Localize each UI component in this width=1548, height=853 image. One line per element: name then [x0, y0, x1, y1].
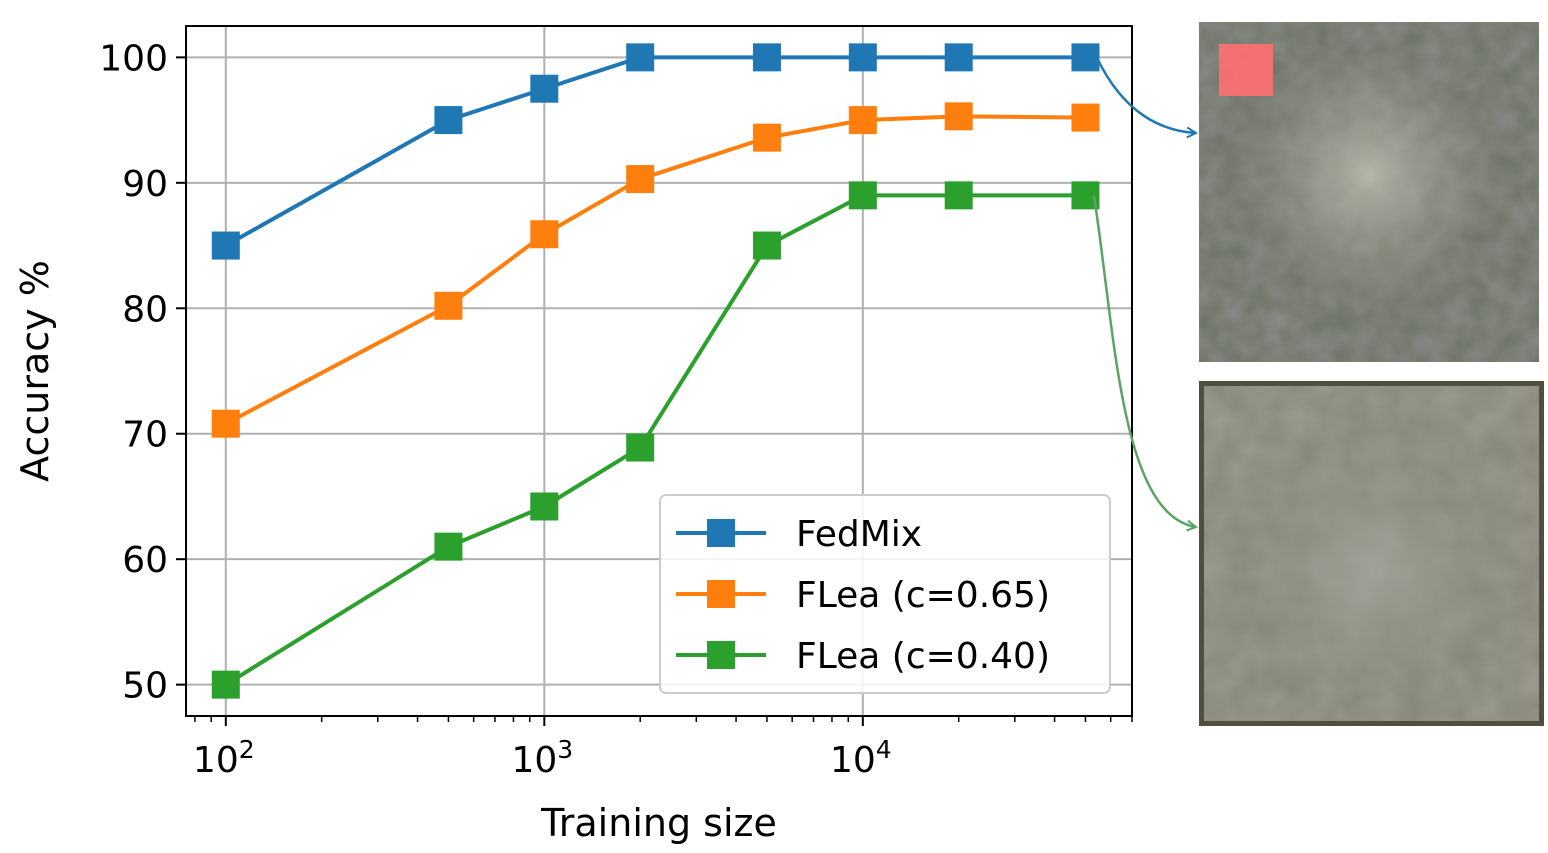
data-point — [530, 74, 559, 103]
data-point — [1071, 43, 1100, 72]
axes-frame — [185, 25, 1133, 717]
data-point — [434, 532, 463, 561]
x-tick-label: 102 — [193, 735, 255, 781]
flea-to-image-arrow — [1092, 195, 1196, 527]
legend-label: FLea (c=0.40) — [796, 636, 1050, 677]
data-point — [944, 43, 973, 72]
data-point — [211, 409, 240, 438]
data-point — [434, 106, 463, 135]
series-line-0 — [224, 55, 1086, 248]
data-point — [848, 106, 877, 135]
highlight-patch — [1219, 44, 1273, 96]
y-tick-label: 70 — [122, 415, 168, 456]
x-axis-label: Training size — [540, 801, 777, 845]
y-tick-label: 90 — [122, 164, 168, 205]
legend-label: FedMix — [796, 514, 922, 555]
data-point — [626, 43, 655, 72]
data-point — [626, 433, 655, 462]
legend-marker — [707, 641, 735, 669]
data-point — [752, 231, 781, 260]
data-point — [626, 165, 655, 194]
axis-ticks: 50 60 70 80 90 100 102 103 104 — [99, 38, 1133, 781]
data-point — [944, 181, 973, 210]
legend-label: FLea (c=0.65) — [796, 575, 1050, 616]
legend: FedMix FLea (c=0.65) FLea (c=0.40) — [659, 494, 1111, 694]
legend-marker — [707, 519, 735, 547]
data-point — [848, 43, 877, 72]
flea-sample-image — [1199, 381, 1544, 726]
series-line-1 — [224, 114, 1086, 426]
data-point — [752, 43, 781, 72]
fedmix-sample-image — [1199, 22, 1539, 362]
fedmix-to-image-arrow — [1095, 57, 1196, 133]
series-lines — [211, 43, 1100, 699]
y-tick-label: 50 — [122, 666, 168, 707]
x-tick-label: 103 — [511, 735, 573, 781]
series-line-2 — [224, 193, 1086, 687]
data-point — [944, 102, 973, 131]
data-point — [434, 291, 463, 320]
y-tick-label: 80 — [122, 289, 168, 330]
y-tick-label: 100 — [99, 38, 168, 79]
data-point — [848, 181, 877, 210]
y-tick-label: 60 — [122, 540, 168, 581]
y-axis-label: Accuracy % — [13, 260, 57, 482]
data-point — [530, 492, 559, 521]
data-point — [530, 220, 559, 249]
legend-box — [659, 494, 1111, 694]
legend-marker — [707, 580, 735, 608]
data-point — [1071, 103, 1100, 132]
data-point — [211, 231, 240, 260]
data-point — [752, 123, 781, 152]
x-tick-label: 104 — [830, 735, 892, 781]
data-point — [211, 670, 240, 699]
